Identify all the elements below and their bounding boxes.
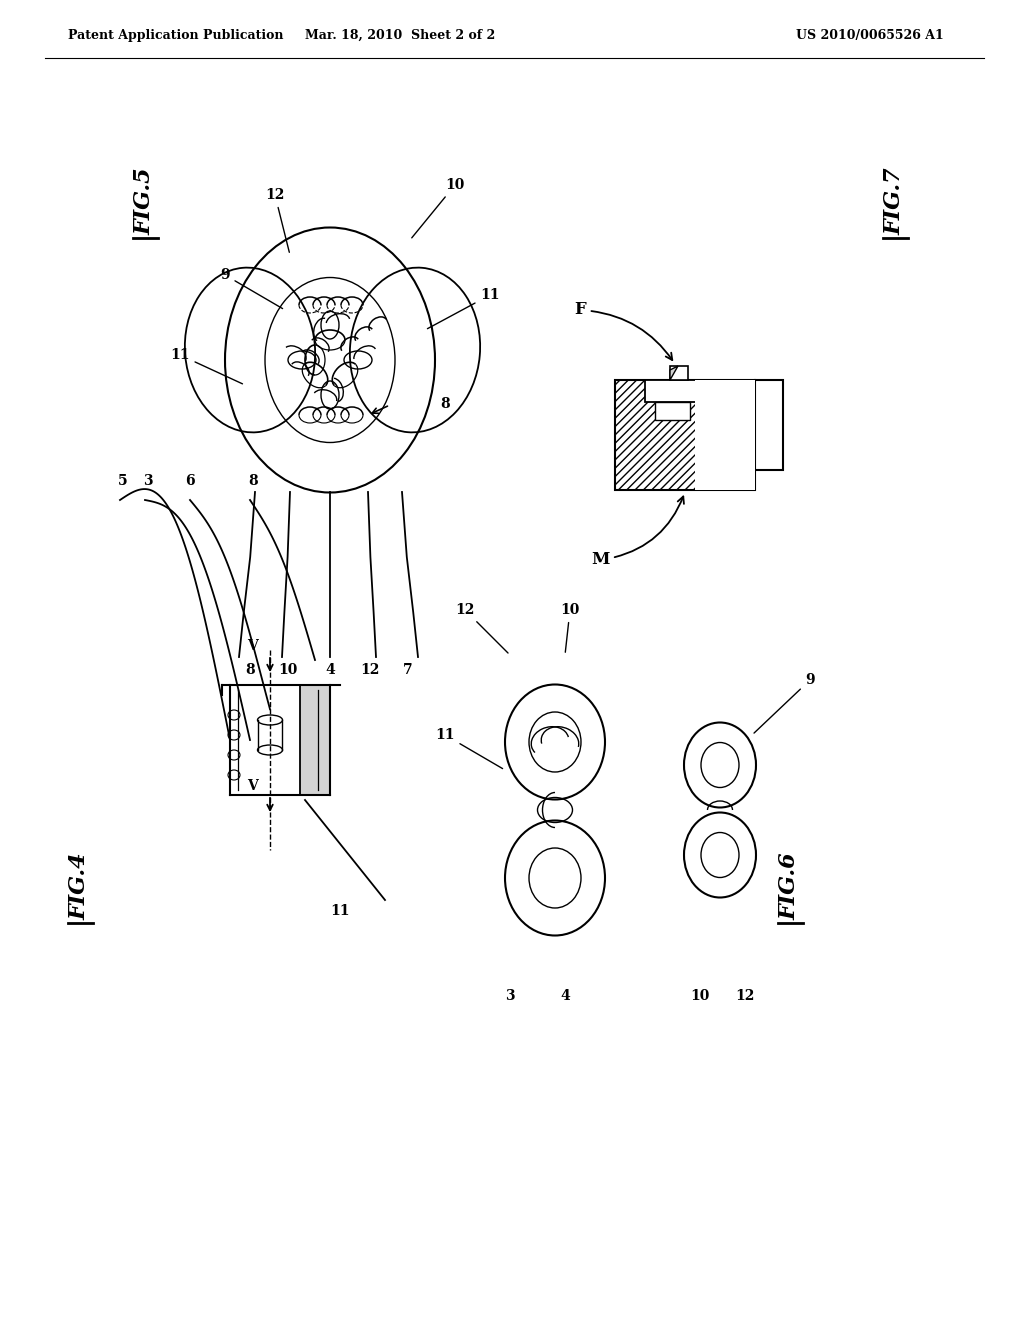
Bar xyxy=(695,380,755,490)
Text: 10: 10 xyxy=(560,603,580,652)
Bar xyxy=(755,380,783,470)
Bar xyxy=(300,685,330,795)
Text: 12: 12 xyxy=(360,663,380,677)
Text: 11: 11 xyxy=(170,348,243,384)
Text: 12: 12 xyxy=(735,989,755,1003)
Text: 4: 4 xyxy=(326,663,335,677)
Text: 3: 3 xyxy=(505,989,515,1003)
Text: V: V xyxy=(247,779,258,793)
Text: 10: 10 xyxy=(412,178,465,238)
Text: 7: 7 xyxy=(403,663,413,677)
Text: 10: 10 xyxy=(279,663,298,677)
Bar xyxy=(670,366,688,380)
Text: FIG.4: FIG.4 xyxy=(69,853,91,920)
Text: 8: 8 xyxy=(440,397,450,411)
Text: Mar. 18, 2010  Sheet 2 of 2: Mar. 18, 2010 Sheet 2 of 2 xyxy=(305,29,496,41)
Bar xyxy=(655,403,690,420)
Text: Patent Application Publication: Patent Application Publication xyxy=(68,29,284,41)
Text: 5: 5 xyxy=(118,474,128,488)
Text: 11: 11 xyxy=(330,904,349,917)
Text: 8: 8 xyxy=(245,663,255,677)
Text: 11: 11 xyxy=(427,288,500,329)
Text: 9: 9 xyxy=(754,673,815,733)
Text: US 2010/0065526 A1: US 2010/0065526 A1 xyxy=(796,29,944,41)
Bar xyxy=(615,380,755,490)
Text: FIG.7: FIG.7 xyxy=(884,168,906,235)
Text: 8: 8 xyxy=(248,474,258,488)
Text: FIG.5: FIG.5 xyxy=(134,168,156,235)
Text: M: M xyxy=(591,496,684,569)
Text: V: V xyxy=(247,639,258,653)
Text: 4: 4 xyxy=(560,989,570,1003)
Text: FIG.6: FIG.6 xyxy=(779,853,801,920)
Text: 11: 11 xyxy=(435,729,503,768)
Text: 3: 3 xyxy=(143,474,153,488)
Text: 9: 9 xyxy=(220,268,283,309)
Text: 6: 6 xyxy=(185,474,195,488)
Text: 10: 10 xyxy=(690,989,710,1003)
Bar xyxy=(645,380,715,403)
Polygon shape xyxy=(670,366,678,380)
Text: 12: 12 xyxy=(265,187,290,252)
Text: 12: 12 xyxy=(456,603,508,653)
Text: F: F xyxy=(574,301,673,360)
